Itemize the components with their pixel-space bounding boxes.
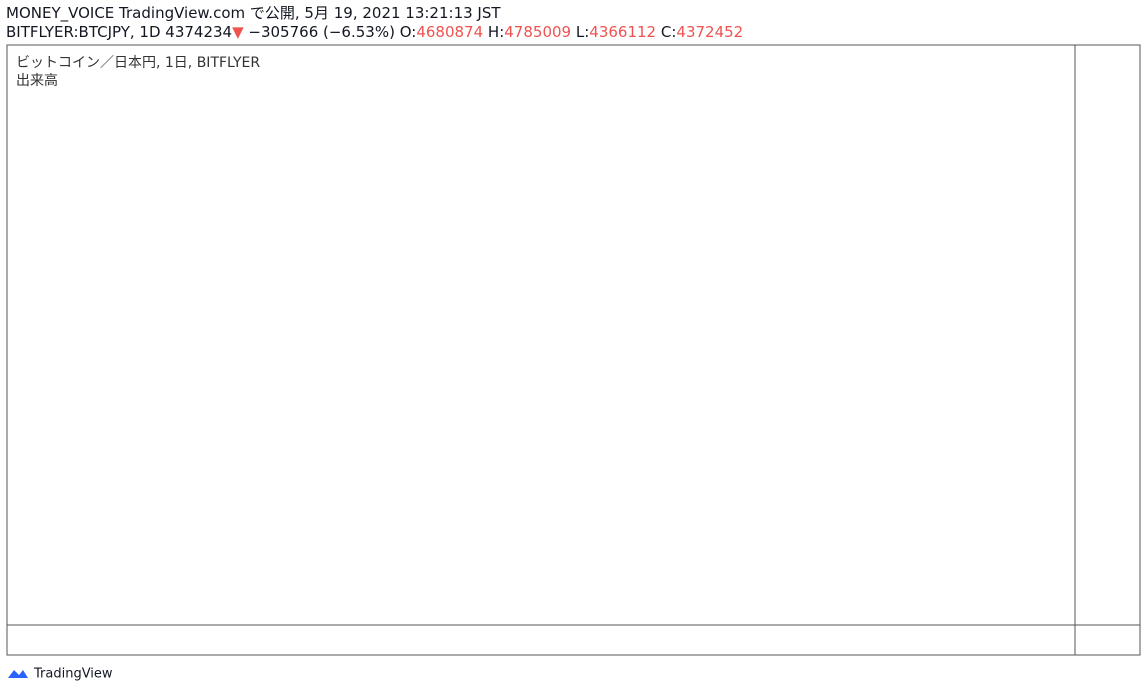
ohlc-value: 4785009 bbox=[504, 23, 572, 41]
legend: ビットコイン／日本円, 1日, BITFLYER bbox=[16, 55, 260, 71]
ohlc-value: 4372452 bbox=[676, 23, 744, 41]
tv-logo bbox=[8, 670, 28, 678]
symbol: BITFLYER:BTCJPY, 1D 4374234 bbox=[6, 23, 233, 41]
ohlc-label: L: bbox=[575, 23, 590, 41]
ohlc-value: 4680874 bbox=[416, 23, 484, 41]
ohlc-value: 4366112 bbox=[589, 23, 657, 41]
header: MONEY_VOICE TradingView.com で公開, 5月 19, … bbox=[6, 4, 743, 42]
publish-line: MONEY_VOICE TradingView.com で公開, 5月 19, … bbox=[6, 4, 501, 22]
change: −305766 (−6.53%) bbox=[248, 23, 395, 41]
frame bbox=[6, 44, 1141, 656]
volume-legend: 出来高 bbox=[16, 72, 58, 89]
ohlc-label: C: bbox=[660, 23, 677, 41]
ohlc: O:4680874 H:4785009 L:4366112 C:4372452 bbox=[400, 23, 744, 41]
ohlc-label: H: bbox=[487, 23, 505, 41]
ohlc-label: O: bbox=[399, 23, 417, 41]
quote-line: BITFLYER:BTCJPY, 1D 4374234▼ −305766 (−6… bbox=[6, 23, 743, 42]
footer-brand: TradingView bbox=[33, 667, 113, 682]
arrow: ▼ bbox=[232, 23, 244, 41]
